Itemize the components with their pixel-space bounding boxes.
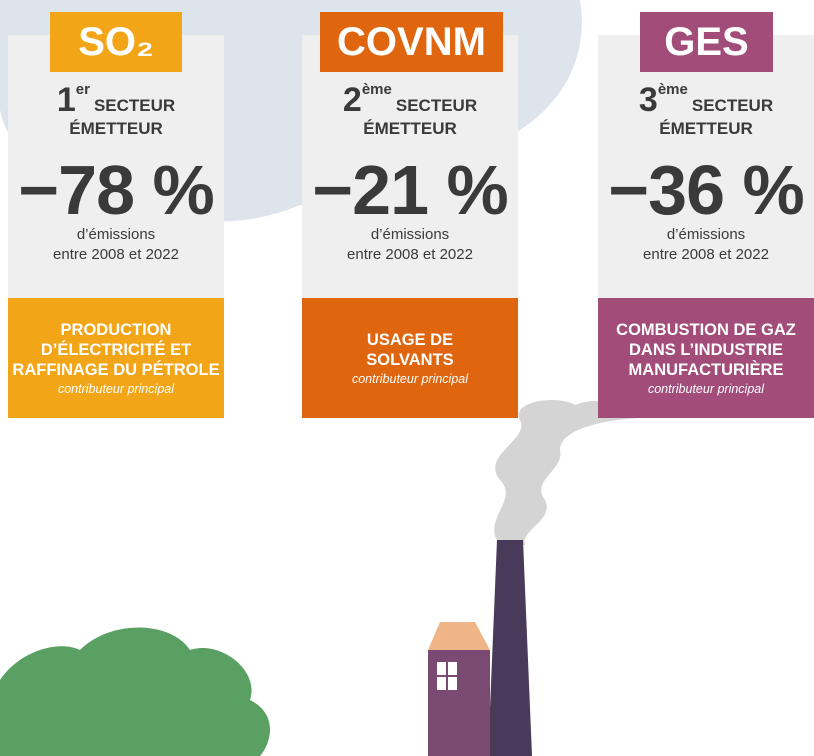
emission-change: −78 % (18, 151, 214, 229)
rank-suffix: ème (657, 81, 688, 98)
note-line: d’émissions (76, 226, 156, 243)
contributor-line: D’ÉLECTRICITÉ ET (40, 341, 192, 359)
chimney (488, 540, 532, 756)
contributor-caption: contributeur principal (351, 372, 469, 386)
rank-number: 1 (56, 81, 76, 119)
contributor-box: USAGE DE SOLVANTS contributeur principal (302, 298, 518, 418)
contributor-caption: contributeur principal (57, 382, 175, 396)
note-line: entre 2008 et 2022 (347, 246, 473, 263)
note-line: d’émissions (666, 226, 746, 243)
contributor-line: RAFFINAGE DU PÉTROLE (12, 361, 220, 379)
emitter-word: ÉMETTEUR (659, 119, 753, 138)
rank-number: 3 (638, 81, 658, 119)
tree (0, 627, 270, 756)
emitter-word: ÉMETTEUR (69, 119, 163, 138)
note-line: entre 2008 et 2022 (643, 246, 769, 263)
emission-change: −36 % (608, 151, 804, 229)
emission-change: −21 % (312, 151, 508, 229)
card-body: 2 ème SECTEUR ÉMETTEUR −21 % d’émissions entre… (302, 35, 518, 298)
note: d’émissions entre 2008 et 2022 (302, 225, 518, 265)
sector-word: SECTEUR (93, 96, 176, 115)
pollutant-card: 1 er SECTEUR ÉMETTEUR −78 % d’émissions entre … (8, 12, 224, 418)
contributor-box: COMBUSTION DE GAZ DANS L’INDUSTRIE MANUFAC… (598, 298, 814, 418)
sector-word: SECTEUR (395, 96, 478, 115)
pollutant-tab: COVNM (320, 12, 503, 72)
sector-word: SECTEUR (691, 96, 774, 115)
contributor-line: SOLVANTS (366, 351, 454, 369)
pollutant-tab: SO₂ (50, 12, 182, 72)
card-body: 3 ème SECTEUR ÉMETTEUR −36 % d’émissions entre… (598, 35, 814, 298)
contributor-line: MANUFACTURIÈRE (628, 361, 784, 379)
contributor-box: PRODUCTION D’ÉLECTRICITÉ ET RAFFINAGE DU P… (8, 298, 224, 418)
pollutant-tab: GES (640, 12, 773, 72)
contributor-line: USAGE DE (366, 331, 454, 349)
note: d’émissions entre 2008 et 2022 (8, 225, 224, 265)
card-body: 1 er SECTEUR ÉMETTEUR −78 % d’émissions entre … (8, 35, 224, 298)
smoke (494, 400, 640, 545)
rank: 3 ème SECTEUR (598, 81, 814, 119)
window-frame (437, 675, 457, 677)
rank-suffix: er (75, 81, 90, 98)
contributor-line: COMBUSTION DE GAZ (616, 321, 796, 339)
roof (428, 622, 490, 650)
note: d’émissions entre 2008 et 2022 (598, 225, 814, 265)
note-line: entre 2008 et 2022 (53, 246, 179, 263)
emitter-word: ÉMETTEUR (363, 119, 457, 138)
contributor-line: DANS L’INDUSTRIE (628, 341, 783, 359)
contributor-caption: contributeur principal (647, 382, 765, 396)
rank: 2 ème SECTEUR (302, 81, 518, 119)
rank-number: 2 (342, 81, 362, 119)
pollutant-card: 2 ème SECTEUR ÉMETTEUR −21 % d’émissions entre… (302, 12, 518, 418)
rank: 1 er SECTEUR (8, 81, 224, 119)
rank-suffix: ème (361, 81, 392, 98)
pollutant-card: 3 ème SECTEUR ÉMETTEUR −36 % d’émissions entre… (598, 12, 814, 418)
note-line: d’émissions (370, 226, 450, 243)
contributor-line: PRODUCTION (60, 321, 172, 339)
